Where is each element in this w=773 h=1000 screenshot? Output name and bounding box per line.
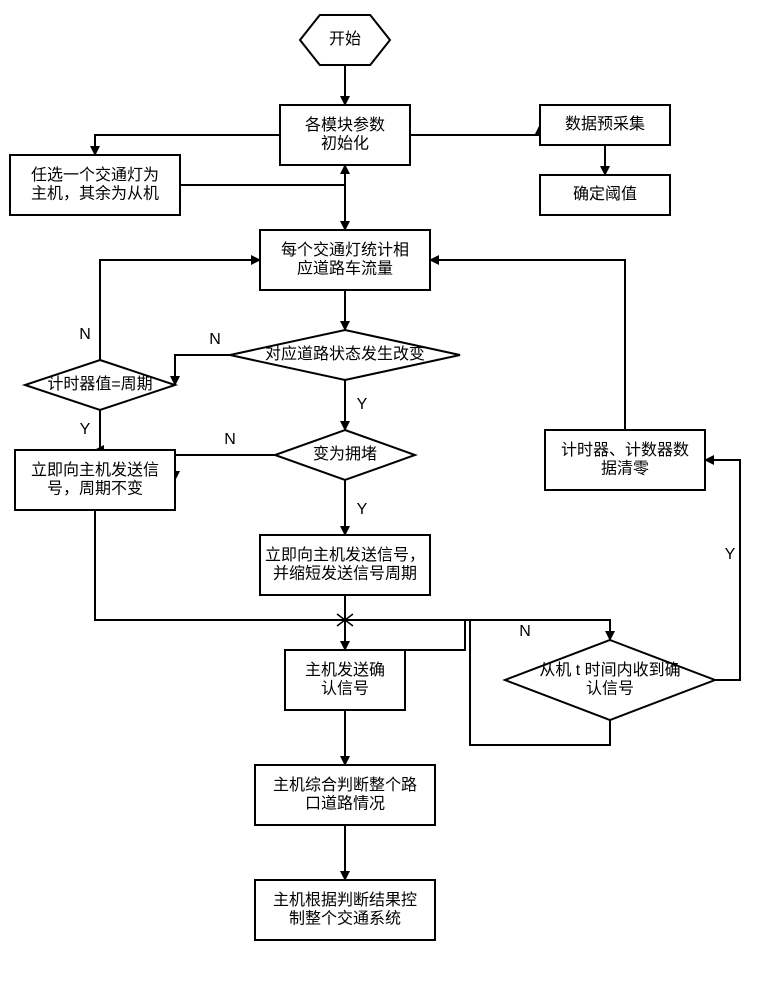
node-pickmain-label: 主机，其余为从机 xyxy=(31,183,159,202)
edge-label-dec_change-dec_timer: N xyxy=(209,331,221,348)
edge-label-dec_ack-clear: Y xyxy=(725,546,736,563)
node-clear: 计时器、计数器数据清零 xyxy=(545,430,705,490)
node-pickmain: 任选一个交通灯为主机，其余为从机 xyxy=(10,155,180,215)
node-dec_ack: 从机 t 时间内收到确认信号 xyxy=(505,640,715,720)
node-ack: 主机发送确认信号 xyxy=(285,650,405,710)
edge-label-dec_timer-send_same: Y xyxy=(80,421,91,438)
edge-dec_change-dec_timer xyxy=(175,355,230,385)
edge-ack-dec_ack xyxy=(345,620,610,650)
node-dec_change-label: 对应道路状态发生改变 xyxy=(265,344,425,363)
node-precollect-label: 数据预采集 xyxy=(565,115,645,133)
node-judge-label: 口道路情况 xyxy=(305,794,385,812)
edge-label-dec_change-dec_cong: Y xyxy=(357,396,368,413)
node-precollect: 数据预采集 xyxy=(540,105,670,145)
node-init: 各模块参数初始化 xyxy=(280,105,410,165)
node-send_short-label: 立即向主机发送信号， xyxy=(265,546,425,564)
node-ack-label: 认信号 xyxy=(321,679,369,697)
edge-clear-stat xyxy=(430,260,625,430)
edge-dec_ack-clear xyxy=(705,460,740,680)
node-start-label: 开始 xyxy=(329,30,361,48)
edge-init-precollect xyxy=(410,125,540,135)
edge-dec_timer-stat xyxy=(100,260,260,360)
edge-label-dec_cong-send_same: N xyxy=(224,431,236,448)
node-send_same: 立即向主机发送信号，周期不变 xyxy=(15,450,175,510)
node-thresh: 确定阈值 xyxy=(540,175,670,215)
node-clear-label: 计时器、计数器数 xyxy=(561,441,689,459)
node-send_short: 立即向主机发送信号，并缩短发送信号周期 xyxy=(260,535,430,595)
node-clear-label: 据清零 xyxy=(601,459,649,477)
node-control-label: 制整个交通系统 xyxy=(289,909,401,927)
node-stat-label: 每个交通灯统计相 xyxy=(281,241,409,259)
edge-init-pickmain xyxy=(95,135,280,155)
flowchart-canvas: N N Y Y N Y N Y 开始各模块参数初始化 数据预采集确定阈值 任选一个交通灯为主机，其余… xyxy=(0,0,773,1000)
node-thresh-label: 确定阈值 xyxy=(573,185,637,203)
edge-label-ack-dec_ack: N xyxy=(519,623,531,640)
node-send_same-label: 立即向主机发送信 xyxy=(31,461,159,479)
node-send_same-label: 号，周期不变 xyxy=(47,479,143,497)
node-dec_change: 对应道路状态发生改变 xyxy=(230,330,460,380)
edge-dec_cong-send_same xyxy=(175,455,275,480)
node-dec_cong: 变为拥堵 xyxy=(275,430,415,480)
edge-dec_timer-send_same xyxy=(95,410,100,450)
node-dec_cong-label: 变为拥堵 xyxy=(313,445,377,463)
node-control: 主机根据判断结果控制整个交通系统 xyxy=(255,880,435,940)
node-pickmain-label: 任选一个交通灯为 xyxy=(31,166,159,184)
node-dec_ack-label: 认信号 xyxy=(586,679,634,697)
node-init-label: 各模块参数 xyxy=(305,116,385,134)
node-dec_ack-label: 从机 t 时间内收到确 xyxy=(539,661,680,679)
node-init-label: 初始化 xyxy=(321,134,369,152)
node-stat: 每个交通灯统计相应道路车流量 xyxy=(260,230,430,290)
node-ack-label: 主机发送确 xyxy=(305,661,385,679)
edge-pickmain-init xyxy=(180,165,345,185)
node-dec_timer: 计时器值=周期 xyxy=(25,360,175,410)
node-send_short-label: 并缩短发送信号周期 xyxy=(273,564,417,582)
node-control-label: 主机根据判断结果控 xyxy=(273,891,417,909)
node-start: 开始 xyxy=(300,15,390,65)
nodes-layer: 开始各模块参数初始化 数据预采集确定阈值 任选一个交通灯为主机，其余为从机每个交通灯… xyxy=(10,15,715,940)
node-stat-label: 应道路车流量 xyxy=(297,258,393,277)
node-judge-label: 主机综合判断整个路 xyxy=(273,776,417,794)
node-judge: 主机综合判断整个路口道路情况 xyxy=(255,765,435,825)
edge-label-dec_cong-send_short: Y xyxy=(357,501,368,518)
node-dec_timer-label: 计时器值=周期 xyxy=(47,375,152,393)
edge-label-dec_timer-stat: N xyxy=(79,326,91,343)
